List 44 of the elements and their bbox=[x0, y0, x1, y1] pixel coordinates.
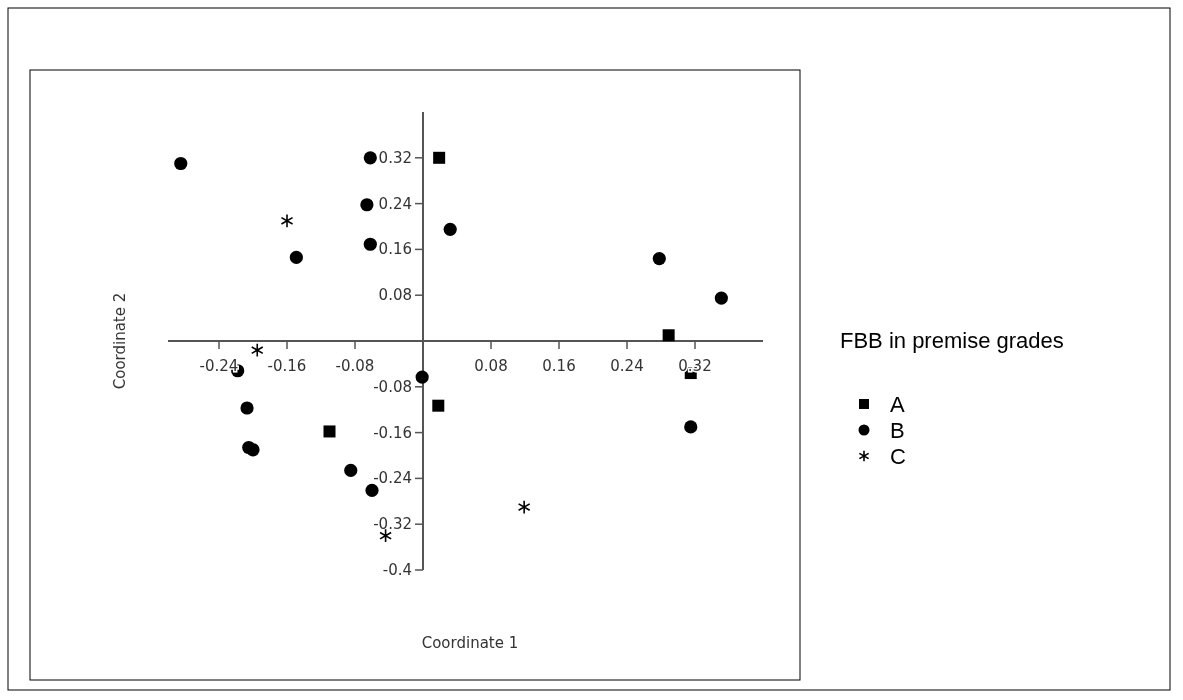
point bbox=[379, 528, 392, 543]
point bbox=[684, 420, 698, 434]
x-tick-label: 0.08 bbox=[474, 357, 508, 375]
point bbox=[360, 198, 374, 212]
y-axis-title: Coordinate 2 bbox=[111, 292, 129, 390]
x-tick-label: -0.08 bbox=[335, 357, 375, 375]
point bbox=[714, 291, 728, 305]
point bbox=[443, 222, 457, 236]
y-tick-label: 0.08 bbox=[378, 286, 412, 305]
legend-label: B bbox=[890, 418, 905, 443]
point bbox=[174, 156, 188, 171]
point bbox=[432, 399, 445, 412]
point bbox=[280, 213, 294, 228]
y-tick-label: 0.24 bbox=[378, 194, 412, 213]
legend-label: C bbox=[890, 444, 906, 469]
point bbox=[662, 329, 675, 342]
y-tick-label: 0.32 bbox=[378, 148, 412, 167]
point bbox=[344, 463, 358, 477]
y-tick-label: -0.16 bbox=[373, 423, 412, 442]
point bbox=[363, 237, 377, 251]
y-tick-label: -0.08 bbox=[373, 377, 412, 396]
point bbox=[323, 425, 336, 438]
x-axis-title: Coordinate 1 bbox=[421, 634, 519, 652]
point bbox=[363, 151, 377, 165]
y-tick-label: -0.32 bbox=[373, 515, 412, 534]
point bbox=[365, 483, 379, 498]
y-tick-label: -0.24 bbox=[373, 469, 412, 488]
point bbox=[652, 251, 666, 266]
x-tick-label: 0.16 bbox=[542, 357, 576, 375]
point bbox=[250, 342, 264, 358]
x-tick-label: -0.24 bbox=[199, 357, 239, 375]
legend-label: A bbox=[890, 392, 905, 417]
point bbox=[517, 499, 531, 515]
point bbox=[240, 401, 254, 415]
legend-title: FBB in premise grades bbox=[840, 328, 1064, 353]
x-tick-label: 0.24 bbox=[610, 357, 644, 375]
x-tick-label: 0.32 bbox=[678, 357, 712, 375]
point bbox=[246, 443, 260, 457]
point bbox=[433, 151, 446, 164]
y-tick-label: -0.4 bbox=[382, 561, 412, 579]
x-tick-label: -0.16 bbox=[267, 357, 307, 375]
point bbox=[289, 250, 303, 265]
y-tick-label: 0.16 bbox=[378, 240, 412, 259]
point bbox=[415, 370, 429, 384]
